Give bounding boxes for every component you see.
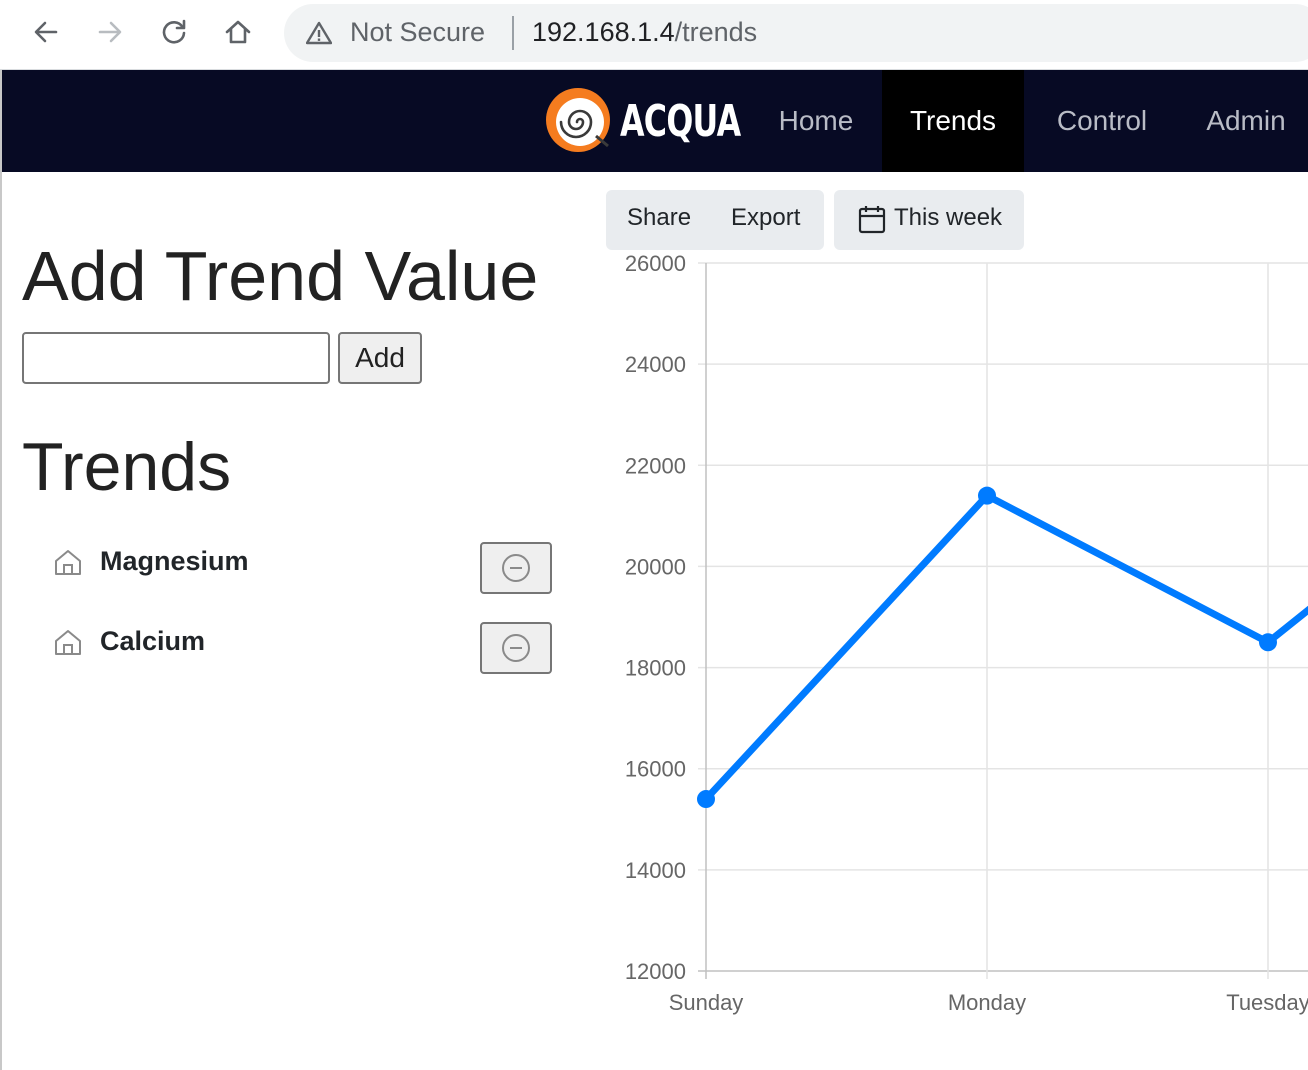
- brand-logo[interactable]: ACQUA: [542, 82, 741, 160]
- nav-control-label: Control: [1056, 105, 1148, 136]
- trend-value-input[interactable]: [22, 332, 330, 384]
- nav-admin-label: Admin: [1206, 105, 1286, 136]
- y-tick-label: 24000: [625, 352, 686, 377]
- remove-icon: [502, 554, 530, 582]
- trend-chart: 12000 14000 16000 18000 20000 22000 24000 26000…: [625, 251, 1308, 1015]
- x-tick-label: Monday: [948, 990, 1026, 1015]
- reload-button[interactable]: [156, 14, 192, 50]
- date-range-label: This week: [894, 204, 1003, 231]
- warning-icon: [306, 21, 332, 45]
- trend-item-magnesium[interactable]: Magnesium: [52, 542, 552, 594]
- x-tick-label: Sunday: [669, 990, 744, 1015]
- add-button[interactable]: Add: [338, 332, 422, 384]
- data-point: [697, 790, 715, 809]
- url-path: /trends: [674, 17, 758, 47]
- url-host: 192.168.1.4: [532, 17, 675, 47]
- remove-calcium-button[interactable]: [480, 622, 552, 674]
- reload-icon: [162, 19, 186, 44]
- y-tick-label: 14000: [625, 858, 686, 883]
- series-line: [703, 492, 1308, 802]
- home-icon: [55, 550, 81, 575]
- arrow-left-icon: [34, 21, 58, 43]
- home-icon: [55, 630, 81, 655]
- nav-trends[interactable]: Trends: [882, 70, 1024, 172]
- y-tick-label: 22000: [625, 453, 686, 478]
- home-icon: [225, 20, 251, 44]
- page-border: [0, 70, 2, 1070]
- url-text[interactable]: 192.168.1.4/trends: [532, 17, 757, 48]
- remove-icon: [502, 634, 530, 662]
- nav-home-label: Home: [778, 105, 854, 136]
- y-tick-label: 26000: [625, 251, 686, 276]
- data-point: [1259, 633, 1277, 652]
- back-button[interactable]: [28, 14, 64, 50]
- nav-admin[interactable]: Admin: [1182, 70, 1308, 172]
- data-point: [978, 486, 996, 505]
- share-button[interactable]: Share: [627, 204, 692, 231]
- remove-magnesium-button[interactable]: [480, 542, 552, 594]
- site-navbar: ACQUA Home Trends Control Admin: [2, 70, 1308, 172]
- x-tick-label: Tuesday: [1226, 990, 1308, 1015]
- trend-label[interactable]: Magnesium: [100, 546, 249, 576]
- nav-control[interactable]: Control: [1032, 70, 1172, 172]
- trends-title: Trends: [22, 429, 232, 505]
- trend-label[interactable]: Calcium: [100, 626, 206, 656]
- address-separator: [512, 16, 514, 50]
- y-tick-label: 12000: [625, 959, 686, 984]
- home-button[interactable]: [220, 14, 256, 50]
- browser-toolbar: Not Secure 192.168.1.4/trends: [0, 0, 1308, 70]
- trend-item-calcium[interactable]: Calcium: [52, 622, 552, 674]
- add-trend-title: Add Trend Value: [22, 237, 539, 315]
- snail-shell-icon: [546, 88, 610, 152]
- nav-trends-label: Trends: [909, 105, 997, 136]
- logo-text: ACQUA: [620, 96, 741, 147]
- date-range-button[interactable]: This week: [834, 190, 1024, 250]
- chart-actions-group: Share Export: [606, 190, 824, 250]
- y-tick-label: 18000: [625, 656, 686, 681]
- nav-home[interactable]: Home: [754, 70, 878, 172]
- forward-button[interactable]: [92, 14, 128, 50]
- export-button[interactable]: Export: [731, 204, 801, 231]
- address-bar[interactable]: Not Secure 192.168.1.4/trends: [284, 4, 1308, 62]
- arrow-right-icon: [98, 21, 122, 43]
- y-tick-label: 20000: [625, 554, 686, 579]
- security-label[interactable]: Not Secure: [350, 17, 486, 47]
- y-tick-label: 16000: [625, 757, 686, 782]
- calendar-icon: [858, 206, 886, 234]
